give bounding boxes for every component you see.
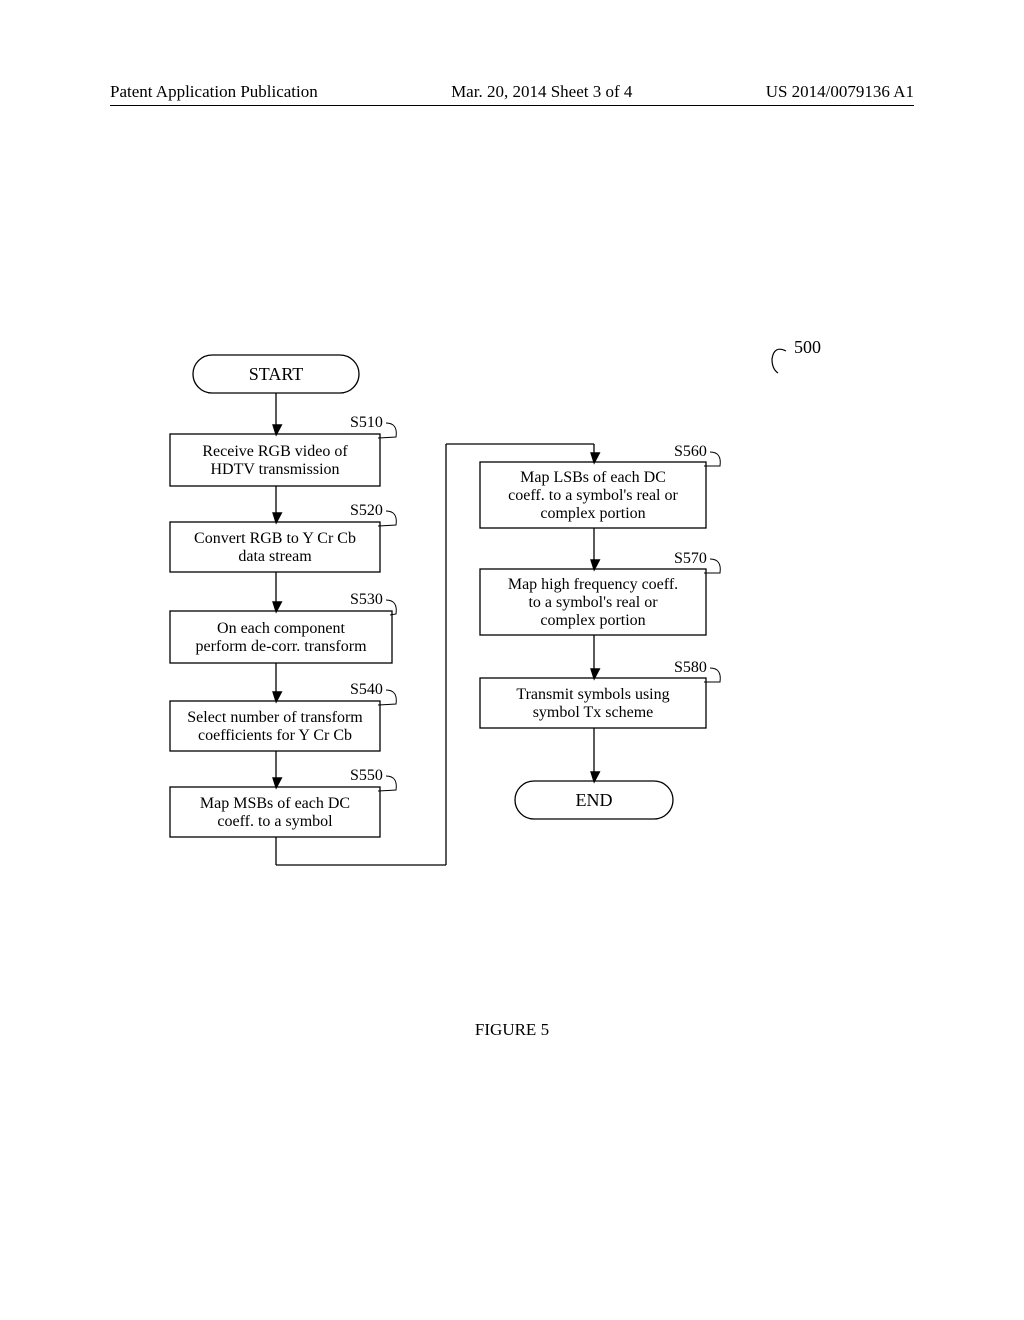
step-label-S540: S540 [350,681,383,698]
step-S520-text: data stream [238,548,312,565]
step-label-S580: S580 [674,659,707,676]
step-S510-text: Receive RGB video of [202,443,348,460]
header-center: Mar. 20, 2014 Sheet 3 of 4 [451,82,632,102]
step-label-S520: S520 [350,502,383,519]
step-S580-text: symbol Tx scheme [533,704,654,721]
header-right: US 2014/0079136 A1 [766,82,914,102]
step-S530-text: On each component [217,620,346,637]
header-rule [110,105,914,106]
step-label-S570: S570 [674,550,707,567]
step-label-S550: S550 [350,767,383,784]
step-S540-text: coefficients for Y Cr Cb [198,727,352,744]
step-S510-text: HDTV transmission [210,461,339,478]
step-S570-text: complex portion [540,612,645,629]
step-S570-text: Map high frequency coeff. [508,576,678,593]
step-S570-text: to a symbol's real or [528,594,658,611]
step-label-S510: S510 [350,414,383,431]
step-S560-text: Map LSBs of each DC [520,469,666,486]
figure-ref-label: 500 [794,337,821,357]
step-S550-text: coeff. to a symbol [217,813,333,830]
header-left: Patent Application Publication [110,82,318,102]
step-label-S560: S560 [674,443,707,460]
flowchart-diagram: 500 START Receive RGB video ofHDTV transmi… [150,335,870,975]
step-S580-text: Transmit symbols using [516,686,669,703]
step-S560-text: complex portion [540,505,645,522]
end-terminator-label: END [576,790,613,810]
step-label-S530: S530 [350,591,383,608]
start-terminator-label: START [249,364,303,384]
figure-caption: FIGURE 5 [0,1020,1024,1040]
step-S520-text: Convert RGB to Y Cr Cb [194,530,356,547]
step-S540-text: Select number of transform [187,709,363,726]
step-S550-text: Map MSBs of each DC [200,795,350,812]
page-header: Patent Application Publication Mar. 20, … [0,82,1024,102]
step-S560-text: coeff. to a symbol's real or [508,487,678,504]
step-S530-text: perform de-corr. transform [195,638,367,655]
